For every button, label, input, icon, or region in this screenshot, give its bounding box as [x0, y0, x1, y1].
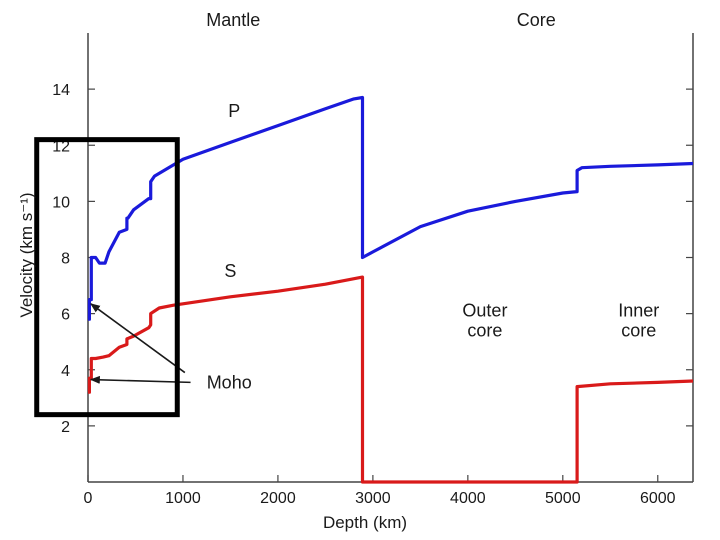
y-tick-label: 6 — [61, 307, 70, 324]
region-label-mantle: Mantle — [206, 10, 260, 30]
inner-core-label: Inner — [618, 300, 659, 320]
inner-core-label: core — [621, 320, 656, 340]
x-axis-label: Depth (km) — [323, 513, 407, 532]
moho-label: Moho — [207, 372, 252, 392]
y-tick-label: 8 — [61, 251, 70, 268]
y-tick-label: 2 — [61, 419, 70, 436]
series-label-p: P — [228, 101, 240, 121]
outer-core-label: core — [467, 320, 502, 340]
highlight-box — [34, 137, 180, 418]
x-axis-ticks: 0 1000 2000 3000 4000 5000 6000 — [84, 475, 676, 507]
y-tick-label: 10 — [52, 194, 70, 211]
x-tick-label: 4000 — [450, 490, 486, 507]
series-label-s: S — [224, 261, 236, 281]
series-line-p — [87, 95, 694, 321]
x-tick-label: 5000 — [545, 490, 581, 507]
y-tick-label: 4 — [61, 363, 70, 380]
y-tick-label: 12 — [52, 138, 70, 155]
x-tick-label: 3000 — [355, 490, 391, 507]
y-axis-label: Velocity (km s⁻¹) — [17, 192, 36, 317]
x-tick-label: 1000 — [165, 490, 201, 507]
region-label-core: Core — [517, 10, 556, 30]
series-line-s — [87, 275, 694, 484]
outer-core-label: Outer — [462, 300, 507, 320]
moho-arrow — [89, 375, 191, 384]
series-lines: PS — [87, 95, 694, 484]
y-axis-ticks: 2 4 6 8 10 12 14 — [52, 82, 693, 436]
x-tick-label: 0 — [84, 490, 93, 507]
x-tick-label: 2000 — [260, 490, 296, 507]
x-tick-label: 6000 — [640, 490, 676, 507]
moho-arrow — [90, 303, 186, 374]
y-tick-label: 14 — [52, 82, 70, 99]
